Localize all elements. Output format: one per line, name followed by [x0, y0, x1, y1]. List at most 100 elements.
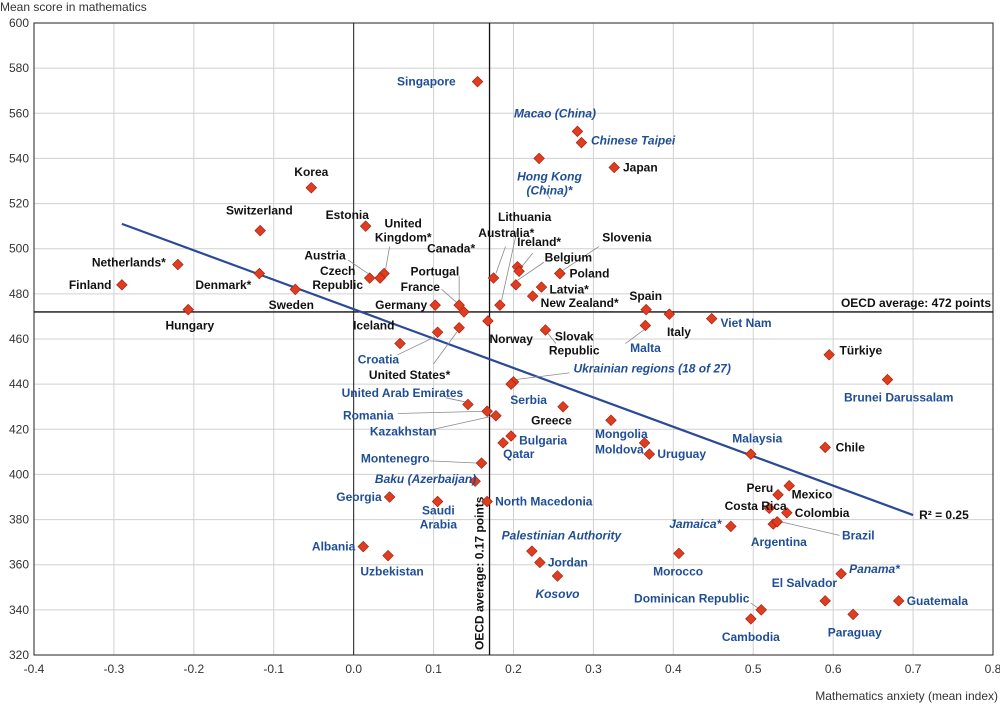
- label-line: Australia*: [478, 226, 534, 240]
- point-dominican-republic: [755, 604, 767, 616]
- label-line: Belgium: [545, 251, 592, 265]
- label-line: Costa Rica: [725, 499, 787, 513]
- label-line: Dominican Republic: [634, 592, 750, 606]
- point-serbia: [505, 378, 517, 390]
- label-italy: Italy: [667, 325, 691, 339]
- label-singapore: Singapore: [397, 75, 456, 89]
- point-el-salvador: [819, 595, 831, 607]
- label-spain: Spain: [629, 289, 662, 303]
- point-estonia: [359, 220, 372, 232]
- y-tick-label: 500: [9, 242, 29, 256]
- label-czech-republic: Czech Republic: [312, 264, 363, 292]
- label-dominican-republic: Dominican Republic: [634, 592, 750, 606]
- label-line: Bulgaria: [519, 434, 567, 448]
- label-montenegro: Montenegro: [361, 452, 430, 466]
- leader-united-kingdom: [385, 246, 391, 270]
- label-united-arab-emirates: United Arab Emirates: [342, 386, 464, 400]
- label-mongolia: Mongolia: [595, 427, 648, 441]
- label-line: Greece: [531, 413, 572, 427]
- point-saudi-arabia: [431, 495, 444, 508]
- label-line: Norway: [490, 332, 534, 346]
- label-line: Lithuania: [498, 210, 552, 224]
- label-saudi-arabia: Saudi Arabia: [420, 503, 458, 531]
- x-axis-title: Mathematics anxiety (mean index): [815, 689, 998, 703]
- point-slovak-republic: [539, 324, 552, 336]
- leader-montenegro: [429, 460, 480, 464]
- point-malaysia: [745, 448, 757, 460]
- point-guatemala: [892, 595, 905, 607]
- plot-frame: [33, 22, 994, 656]
- point-georgia: [383, 491, 396, 503]
- y-tick-label: 360: [9, 558, 29, 572]
- point-jamaica: [725, 520, 737, 533]
- point-malta: [639, 319, 652, 332]
- label-latvia: Latvia*: [549, 282, 589, 296]
- label-lithuania: Lithuania: [498, 210, 552, 224]
- label-malaysia: Malaysia: [732, 431, 782, 445]
- label-finland: Finland: [69, 278, 112, 292]
- point-united-states: [453, 321, 465, 334]
- x-tick-label: 0.8: [985, 662, 1000, 676]
- label-greece: Greece: [531, 413, 572, 427]
- label-line: Hong Kong: [517, 169, 582, 183]
- data-points: [116, 75, 905, 625]
- y-tick-label: 580: [9, 61, 29, 75]
- label-line: Uruguay: [657, 447, 706, 461]
- label-hungary: Hungary: [165, 318, 214, 332]
- r-squared-label: R² = 0.25: [919, 508, 969, 522]
- point-qatar: [497, 437, 509, 449]
- label-united-states: United States*: [369, 368, 451, 382]
- label-hong-kong-china: Hong Kong (China)*: [517, 169, 582, 197]
- label-panama: Panama*: [849, 562, 901, 576]
- label-denmark: Denmark*: [195, 278, 251, 292]
- trendline-group: R² = 0.25: [121, 222, 969, 522]
- label-line: Palestinian Authority: [502, 528, 623, 542]
- x-tick-label: 0.5: [745, 662, 762, 676]
- label-line: Austria: [304, 248, 346, 262]
- label-portugal: Portugal: [410, 264, 459, 278]
- point-bulgaria: [505, 430, 517, 442]
- point-colombia: [781, 507, 793, 519]
- label-t-rkiye: Türkiye: [840, 343, 883, 357]
- x-tick-label: -0.4: [24, 662, 45, 676]
- label-chile: Chile: [836, 440, 866, 454]
- oecd-score-average-label: OECD average: 472 points: [841, 296, 991, 310]
- label-line: Malaysia: [732, 431, 782, 445]
- label-line: Jamaica*: [669, 517, 722, 531]
- point-lithuania: [494, 299, 506, 311]
- y-tick-label: 320: [9, 648, 29, 662]
- label-georgia: Georgia: [336, 490, 382, 504]
- label-romania: Romania: [343, 409, 394, 423]
- label-line: France: [401, 280, 441, 294]
- label-line: Peru: [747, 481, 774, 495]
- label-austria: Austria: [304, 248, 346, 262]
- leader-united-arab-emirates: [445, 397, 467, 403]
- label-mexico: Mexico: [792, 488, 833, 502]
- point-peru: [772, 489, 784, 501]
- label-morocco: Morocco: [653, 564, 703, 578]
- label-line: Switzerland: [226, 203, 293, 217]
- label-viet-nam: Viet Nam: [720, 316, 771, 330]
- label-canada: Canada*: [427, 242, 475, 256]
- label-line: Albania: [312, 540, 356, 554]
- label-line: Italy: [667, 325, 691, 339]
- label-kazakhstan: Kazakhstan: [370, 425, 437, 439]
- label-line: Slovak: [555, 330, 594, 344]
- point-finland: [116, 279, 128, 291]
- point-romania: [481, 405, 493, 417]
- trendline: [121, 222, 914, 517]
- y-tick-label: 420: [9, 422, 29, 436]
- label-line: Czech: [320, 264, 355, 278]
- x-tick-label: 0.2: [505, 662, 522, 676]
- point-paraguay: [847, 608, 859, 621]
- x-tick-label: 0.7: [905, 662, 922, 676]
- point-morocco: [673, 547, 685, 560]
- point-japan: [608, 161, 620, 174]
- label-line: Germany: [375, 298, 427, 312]
- label-line: Denmark*: [195, 278, 251, 292]
- leader-kazakhstan: [433, 415, 495, 430]
- label-estonia: Estonia: [326, 208, 370, 222]
- point-czech-republic: [374, 272, 386, 284]
- label-line: (China)*: [526, 183, 573, 197]
- point-costa-rica: [763, 502, 775, 515]
